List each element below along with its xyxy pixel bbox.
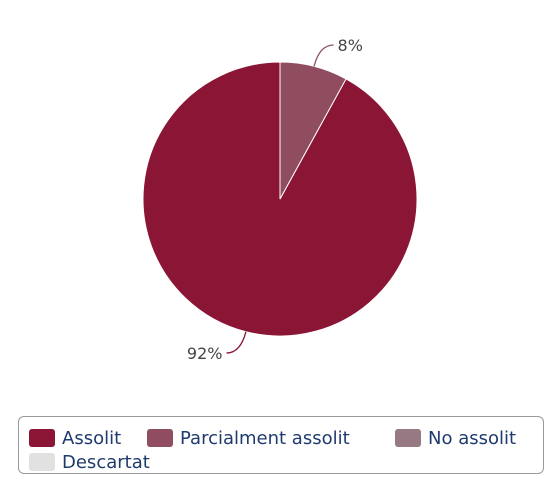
legend-item-no-assolit[interactable]: No assolit [395, 427, 516, 449]
legend-label-descartat: Descartat [62, 451, 150, 473]
legend-item-descartat[interactable]: Descartat [29, 451, 150, 473]
legend-item-assolit[interactable]: Assolit [29, 427, 121, 449]
data-label: 92% [187, 344, 223, 363]
data-label: 8% [338, 36, 363, 55]
legend-label-no-assolit: No assolit [428, 427, 517, 449]
legend-item-parcialment-assolit[interactable]: Parcialment assolit [147, 427, 350, 449]
pie-slice-parcialment-assolit[interactable] [279, 61, 347, 200]
chart-legend: Assolit Parcialment assolit No assolit D… [18, 416, 544, 474]
legend-label-parcialment-assolit: Parcialment assolit [180, 427, 350, 449]
pie-chart: 92% 8% [142, 36, 418, 363]
legend-swatch-parcialment-assolit [147, 429, 173, 447]
legend-label-assolit: Assolit [62, 427, 122, 449]
legend-swatch-assolit [29, 429, 55, 447]
legend-swatch-no-assolit [395, 429, 421, 447]
legend-swatch-descartat [29, 453, 55, 471]
leader-line [313, 44, 334, 67]
leader-line [226, 331, 247, 354]
